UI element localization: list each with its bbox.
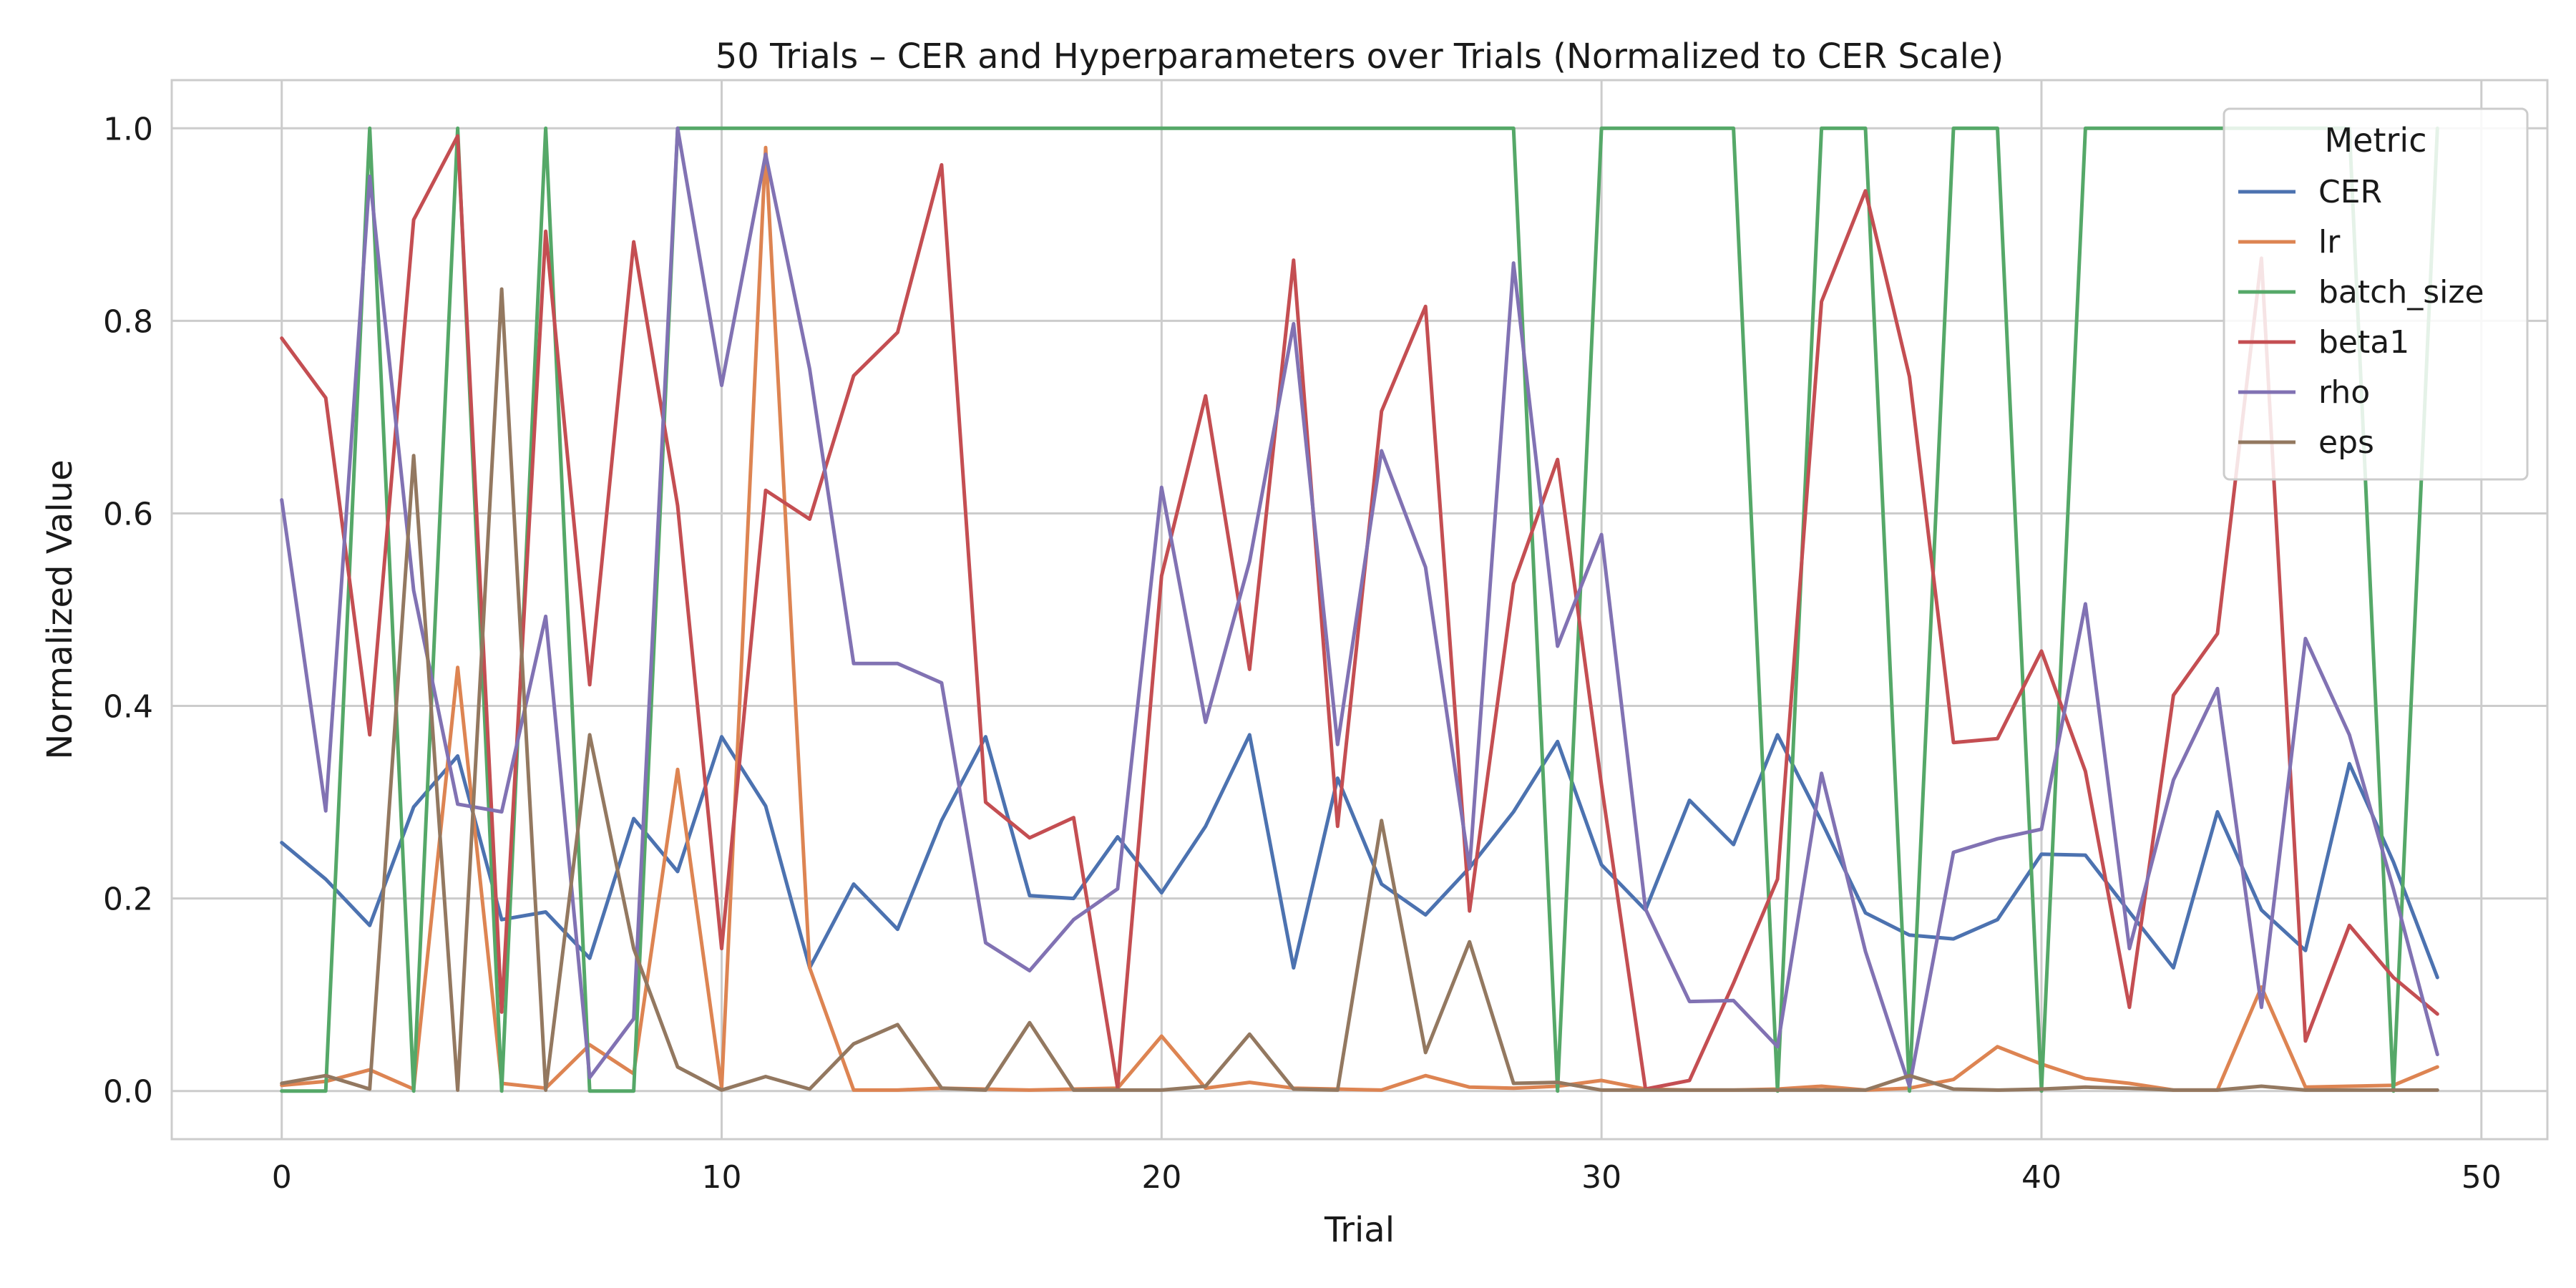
legend-label: CER — [2318, 174, 2382, 210]
series-line-lr — [280, 145, 2439, 1092]
x-tick-label: 40 — [2021, 1159, 2062, 1196]
tick-labels: 0 10 20 30 40 50 0.0 0.2 0.4 0.6 0.8 1.0 — [103, 111, 2502, 1196]
y-axis-label: Normalized Value — [40, 459, 80, 759]
series-line-cer — [280, 733, 2439, 980]
legend-title: Metric — [2324, 121, 2426, 160]
y-tick-label: 0.6 — [103, 496, 153, 532]
y-tick-label: 0.8 — [103, 303, 153, 340]
series-line-eps — [280, 287, 2439, 1092]
legend-items: CER lr batch_size beta1 rho eps — [2238, 174, 2484, 461]
series-line-beta1 — [280, 134, 2439, 1091]
x-tick-label: 50 — [2462, 1159, 2502, 1196]
chart-title: 50 Trials – CER and Hyperparameters over… — [716, 36, 2004, 77]
x-tick-label: 20 — [1141, 1159, 1181, 1196]
x-axis-label: Trial — [1324, 1210, 1395, 1250]
series-layer — [280, 126, 2439, 1093]
x-tick-label: 10 — [702, 1159, 742, 1196]
x-tick-label: 30 — [1581, 1159, 1621, 1196]
y-tick-label: 0.4 — [103, 689, 153, 726]
legend-label: batch_size — [2318, 274, 2484, 311]
legend-label: beta1 — [2318, 324, 2409, 361]
y-tick-label: 1.0 — [103, 111, 153, 147]
legend-label: rho — [2318, 374, 2370, 411]
legend-label: eps — [2318, 424, 2374, 461]
x-tick-label: 0 — [272, 1159, 292, 1196]
y-tick-label: 0.2 — [103, 882, 153, 918]
y-tick-label: 0.0 — [103, 1074, 153, 1111]
legend: Metric CER lr batch_size beta1 rho eps — [2223, 107, 2529, 481]
plot-frame — [170, 79, 2549, 1141]
legend-box — [2223, 107, 2529, 481]
series-line-rho — [280, 126, 2439, 1088]
legend-label: lr — [2318, 224, 2341, 260]
series-line-batch-size — [280, 126, 2439, 1093]
